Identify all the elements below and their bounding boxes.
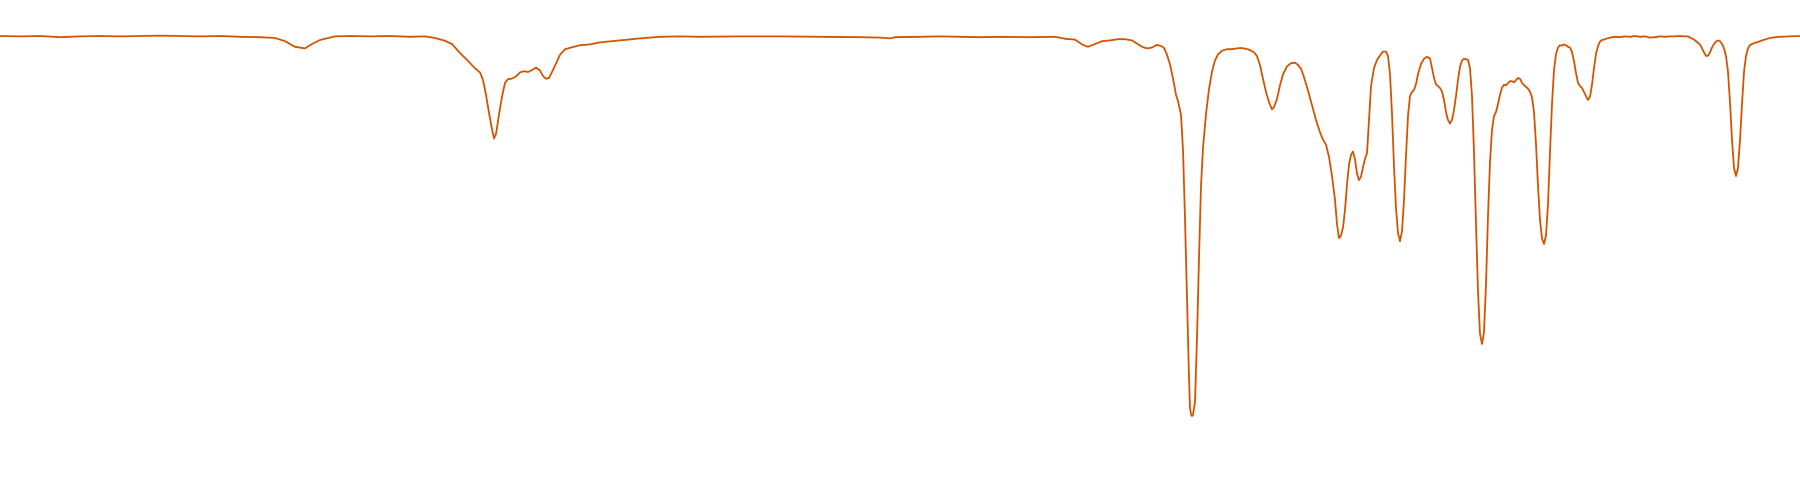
series-line-0 [0,34,1800,417]
series-layer [0,34,1800,417]
